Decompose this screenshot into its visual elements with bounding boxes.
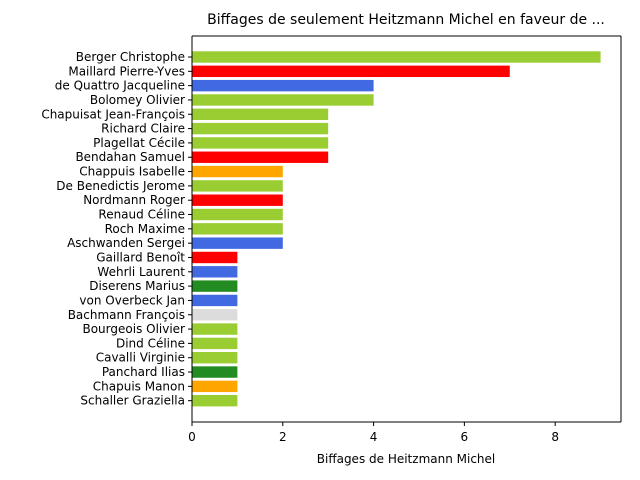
bar (192, 180, 283, 192)
category-label: Diserens Marius (89, 279, 185, 293)
x-axis: 0 2 4 6 8 (188, 422, 559, 444)
category-label: Bourgeois Olivier (82, 322, 185, 336)
category-label: Dind Céline (116, 336, 185, 350)
chart-title: Biffages de seulement Heitzmann Michel e… (207, 12, 605, 28)
category-label: Renaud Céline (98, 208, 185, 222)
bar (192, 366, 238, 378)
bars-group (192, 51, 601, 407)
category-label: Bendahan Samuel (75, 150, 185, 164)
bar (192, 323, 238, 335)
category-label: Bachmann François (68, 308, 185, 322)
category-label: Schaller Graziella (80, 394, 185, 408)
x-tick-label: 0 (188, 430, 196, 444)
category-label: De Benedictis Jerome (56, 179, 185, 193)
bar (192, 294, 238, 307)
bar (192, 165, 283, 178)
x-axis-label: Biffages de Heitzmann Michel (317, 452, 496, 466)
bar (192, 251, 238, 264)
bar (192, 337, 238, 350)
category-label: Cavalli Virginie (96, 351, 185, 365)
category-label: Chapuisat Jean-François (41, 107, 185, 121)
x-tick-label: 4 (370, 430, 378, 444)
x-tick-label: 6 (461, 430, 469, 444)
category-label: Wehrli Laurent (97, 265, 185, 279)
bar (192, 223, 283, 235)
x-tick-label: 2 (279, 430, 287, 444)
category-label: Bolomey Olivier (90, 93, 185, 107)
x-tick-label: 8 (551, 430, 559, 444)
bar (192, 280, 238, 292)
bar (192, 380, 238, 393)
bar (192, 137, 329, 149)
bar (192, 352, 238, 364)
bar (192, 309, 238, 321)
category-label: Plagellat Cécile (93, 136, 185, 150)
bar (192, 65, 510, 78)
bar (192, 151, 329, 163)
category-label: Panchard Ilias (102, 365, 185, 379)
category-label: Chappuis Isabelle (79, 165, 185, 179)
bar (192, 208, 283, 221)
bar (192, 94, 374, 106)
bar (192, 237, 283, 249)
category-label: Nordmann Roger (83, 193, 185, 207)
bar (192, 51, 601, 63)
category-label: Aschwanden Sergei (67, 236, 185, 250)
bar (192, 122, 329, 135)
category-label: Maillard Pierre-Yves (68, 64, 185, 78)
category-label: Chapuis Manon (93, 379, 185, 393)
category-label: Gaillard Benoît (96, 250, 185, 264)
bar (192, 394, 238, 407)
category-label: Roch Maxime (105, 222, 185, 236)
category-label: Richard Claire (101, 122, 185, 136)
category-label: von Overbeck Jan (79, 293, 185, 307)
bar (192, 194, 283, 206)
category-label: Berger Christophe (76, 50, 185, 64)
bar (192, 266, 238, 278)
bar (192, 79, 374, 92)
bar (192, 108, 329, 120)
category-label: de Quattro Jacqueline (55, 79, 185, 93)
